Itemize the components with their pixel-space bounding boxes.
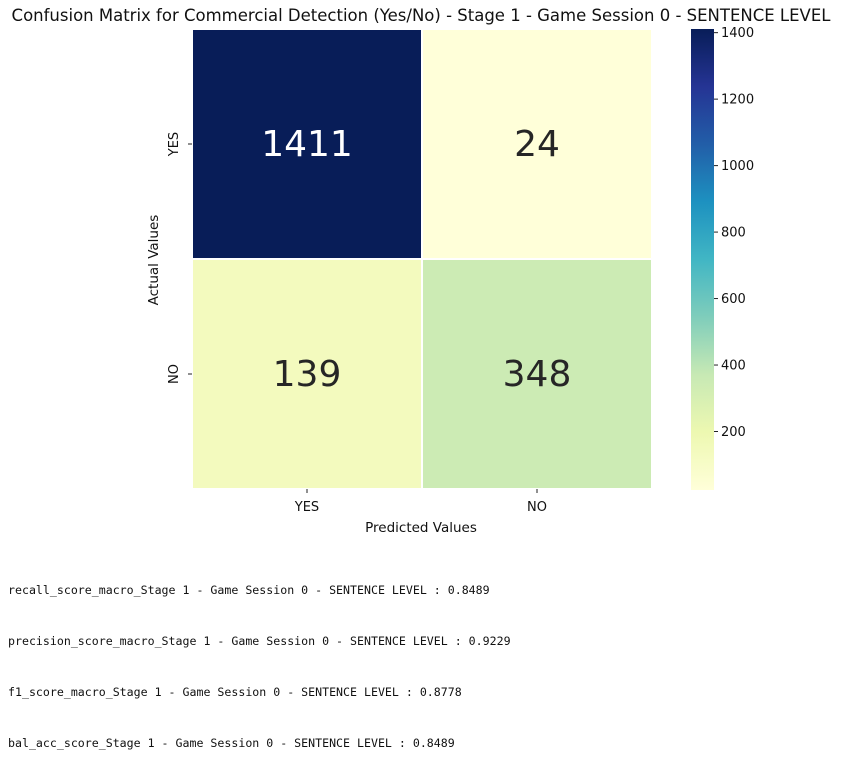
x-axis-ticks: YES NO — [294, 489, 547, 515]
colorbar-tick-label: 800 — [721, 226, 746, 241]
metric-recall: recall_score_macro_Stage 1 - Game Sessio… — [8, 583, 490, 597]
heatmap-cell-no-yes — [191, 258, 423, 490]
colorbar-tick-label: 1400 — [721, 26, 754, 41]
colorbar-tick-label: 200 — [721, 425, 746, 440]
colorbar-tick-label: 600 — [721, 292, 746, 307]
y-axis-label: Actual Values — [146, 215, 162, 306]
colorbar-ticks: 200 400 600 800 1000 1200 1400 — [714, 26, 754, 440]
y-tick-label: NO — [167, 364, 182, 384]
y-axis-ticks: YES NO — [167, 132, 192, 384]
heatmap-cell-yes-yes — [191, 28, 423, 260]
y-tick-label: YES — [167, 132, 182, 157]
chart-title: Confusion Matrix for Commercial Detectio… — [12, 6, 832, 25]
metric-balanced-accuracy: bal_acc_score_Stage 1 - Game Session 0 -… — [8, 736, 455, 750]
cell-value-label: 348 — [503, 354, 572, 395]
metric-f1: f1_score_macro_Stage 1 - Game Session 0 … — [8, 685, 462, 699]
colorbar-tick-label: 1000 — [721, 159, 754, 174]
heatmap-cells: 1411 24 139 348 — [191, 28, 653, 490]
cell-value-label: 139 — [273, 354, 342, 395]
cell-value-label: 1411 — [261, 124, 353, 165]
cell-value-label: 24 — [514, 124, 560, 165]
metrics-panel: recall_score_macro_Stage 1 - Game Sessio… — [8, 548, 511, 769]
colorbar-tick-label: 400 — [721, 359, 746, 374]
metric-precision: precision_score_macro_Stage 1 - Game Ses… — [8, 634, 511, 648]
colorbar-tick-label: 1200 — [721, 93, 754, 108]
x-tick-label: NO — [527, 500, 547, 515]
x-axis-label: Predicted Values — [365, 520, 477, 536]
heatmap-cell-yes-no — [421, 28, 653, 260]
confusion-matrix-chart: Confusion Matrix for Commercial Detectio… — [12, 6, 832, 536]
heatmap-cell-no-no — [421, 258, 653, 490]
x-tick-label: YES — [294, 500, 319, 515]
colorbar — [691, 29, 714, 490]
